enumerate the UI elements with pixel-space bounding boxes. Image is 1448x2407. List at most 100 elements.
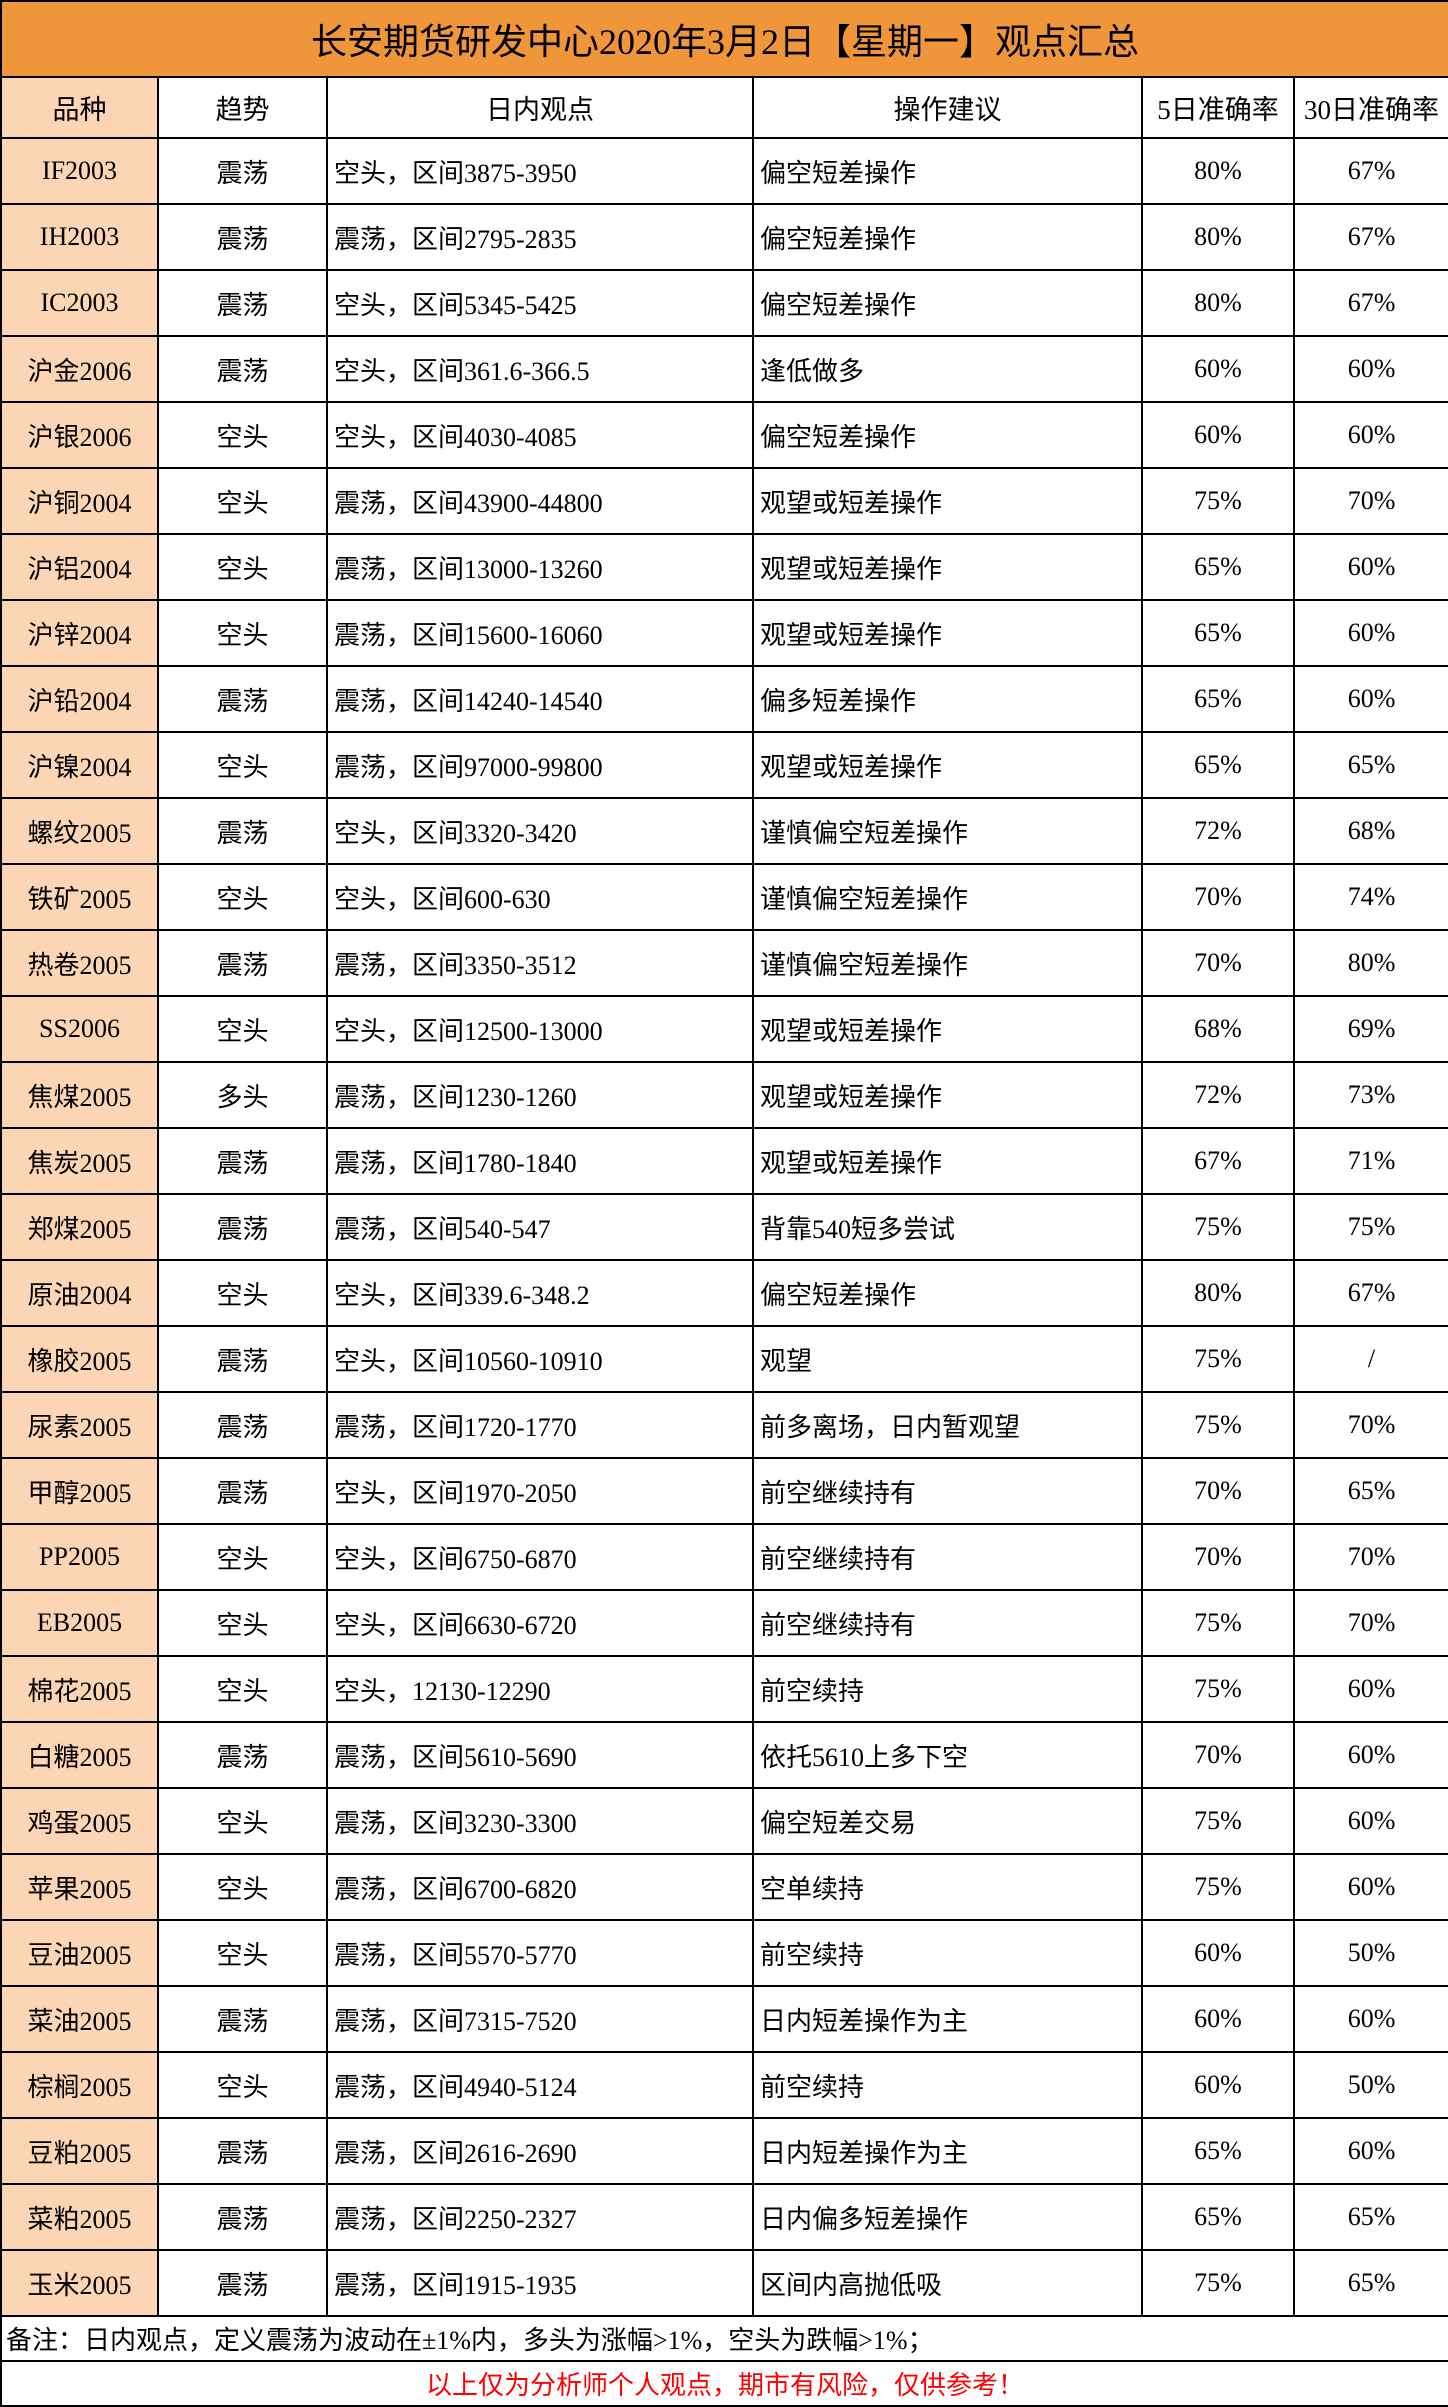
variety-cell: 苹果2005 <box>0 1853 159 1921</box>
trend-cell: 空头 <box>157 1853 328 1921</box>
accuracy-30day-cell: 65% <box>1292 1457 1448 1525</box>
table-row: 焦煤2005 多头 震荡，区间1230-1260 观望或短差操作 72% 73% <box>0 1061 1448 1129</box>
intraday-view-cell: 震荡，区间97000-99800 <box>326 731 754 799</box>
variety-cell: SS2006 <box>0 995 159 1063</box>
variety-cell: 沪银2006 <box>0 401 159 469</box>
note-text: 备注：日内观点，定义震荡为波动在±1%内，多头为涨幅>1%，空头为跌幅>1%； <box>0 2315 1448 2362</box>
suggestion-cell: 日内短差操作为主 <box>752 2117 1143 2185</box>
trend-cell: 震荡 <box>157 137 328 205</box>
intraday-view-cell: 空头，区间12500-13000 <box>326 995 754 1063</box>
accuracy-30day-cell: 73% <box>1292 1061 1448 1129</box>
suggestion-cell: 空单续持 <box>752 1853 1143 1921</box>
intraday-view-cell: 空头，区间3875-3950 <box>326 137 754 205</box>
trend-cell: 空头 <box>157 1655 328 1723</box>
accuracy-5day-cell: 65% <box>1141 2117 1295 2185</box>
table-row: 沪银2006 空头 空头，区间4030-4085 偏空短差操作 60% 60% <box>0 401 1448 469</box>
variety-cell: 甲醇2005 <box>0 1457 159 1525</box>
suggestion-cell: 前空续持 <box>752 1919 1143 1987</box>
intraday-view-cell: 空头，区间339.6-348.2 <box>326 1259 754 1327</box>
variety-cell: 豆油2005 <box>0 1919 159 1987</box>
variety-cell: 焦煤2005 <box>0 1061 159 1129</box>
variety-cell: 郑煤2005 <box>0 1193 159 1261</box>
trend-cell: 空头 <box>157 1523 328 1591</box>
intraday-view-cell: 震荡，区间14240-14540 <box>326 665 754 733</box>
variety-cell: 沪铝2004 <box>0 533 159 601</box>
accuracy-5day-cell: 72% <box>1141 1061 1295 1129</box>
accuracy-30day-cell: 60% <box>1292 1655 1448 1723</box>
table-row: 鸡蛋2005 空头 震荡，区间3230-3300 偏空短差交易 75% 60% <box>0 1787 1448 1855</box>
intraday-view-cell: 空头，区间5345-5425 <box>326 269 754 337</box>
accuracy-30day-cell: 67% <box>1292 269 1448 337</box>
table-row: 沪镍2004 空头 震荡，区间97000-99800 观望或短差操作 65% 65% <box>0 731 1448 799</box>
trend-cell: 空头 <box>157 1787 328 1855</box>
accuracy-5day-cell: 80% <box>1141 1259 1295 1327</box>
suggestion-cell: 偏空短差操作 <box>752 401 1143 469</box>
suggestion-cell: 日内偏多短差操作 <box>752 2183 1143 2251</box>
accuracy-5day-cell: 75% <box>1141 2249 1295 2317</box>
accuracy-30day-cell: 60% <box>1292 599 1448 667</box>
accuracy-5day-cell: 60% <box>1141 1985 1295 2053</box>
accuracy-30day-cell: 70% <box>1292 467 1448 535</box>
trend-cell: 震荡 <box>157 2249 328 2317</box>
header-suggestion: 操作建议 <box>752 76 1143 139</box>
table-row: 沪铜2004 空头 震荡，区间43900-44800 观望或短差操作 75% 70% <box>0 467 1448 535</box>
suggestion-cell: 日内短差操作为主 <box>752 1985 1143 2053</box>
table-row: 菜油2005 震荡 震荡，区间7315-7520 日内短差操作为主 60% 60% <box>0 1985 1448 2053</box>
trend-cell: 空头 <box>157 995 328 1063</box>
table-row: 焦炭2005 震荡 震荡，区间1780-1840 观望或短差操作 67% 71% <box>0 1127 1448 1195</box>
disclaimer-row: 以上仅为分析师个人观点，期市有风险，仅供参考！ <box>0 2360 1448 2407</box>
intraday-view-cell: 震荡，区间3230-3300 <box>326 1787 754 1855</box>
intraday-view-cell: 震荡，区间13000-13260 <box>326 533 754 601</box>
accuracy-5day-cell: 60% <box>1141 2051 1295 2119</box>
suggestion-cell: 偏空短差操作 <box>752 203 1143 271</box>
accuracy-5day-cell: 70% <box>1141 1457 1295 1525</box>
intraday-view-cell: 震荡，区间1915-1935 <box>326 2249 754 2317</box>
accuracy-30day-cell: 60% <box>1292 1787 1448 1855</box>
suggestion-cell: 偏空短差操作 <box>752 137 1143 205</box>
trend-cell: 空头 <box>157 467 328 535</box>
table-row: PP2005 空头 空头，区间6750-6870 前空继续持有 70% 70% <box>0 1523 1448 1591</box>
variety-cell: EB2005 <box>0 1589 159 1657</box>
table-row: 沪金2006 震荡 空头，区间361.6-366.5 逢低做多 60% 60% <box>0 335 1448 403</box>
suggestion-cell: 观望或短差操作 <box>752 599 1143 667</box>
trend-cell: 震荡 <box>157 1127 328 1195</box>
trend-cell: 空头 <box>157 401 328 469</box>
accuracy-5day-cell: 80% <box>1141 203 1295 271</box>
table-row: 豆粕2005 震荡 震荡，区间2616-2690 日内短差操作为主 65% 60% <box>0 2117 1448 2185</box>
trend-cell: 震荡 <box>157 335 328 403</box>
trend-cell: 震荡 <box>157 929 328 997</box>
table-row: 热卷2005 震荡 震荡，区间3350-3512 谨慎偏空短差操作 70% 80% <box>0 929 1448 997</box>
header-variety: 品种 <box>0 76 159 139</box>
accuracy-5day-cell: 65% <box>1141 599 1295 667</box>
variety-cell: IC2003 <box>0 269 159 337</box>
variety-cell: 螺纹2005 <box>0 797 159 865</box>
variety-cell: 鸡蛋2005 <box>0 1787 159 1855</box>
variety-cell: 橡胶2005 <box>0 1325 159 1393</box>
accuracy-30day-cell: 65% <box>1292 731 1448 799</box>
variety-cell: 热卷2005 <box>0 929 159 997</box>
suggestion-cell: 谨慎偏空短差操作 <box>752 929 1143 997</box>
trend-cell: 空头 <box>157 1259 328 1327</box>
trend-cell: 震荡 <box>157 665 328 733</box>
table-row: IF2003 震荡 空头，区间3875-3950 偏空短差操作 80% 67% <box>0 137 1448 205</box>
accuracy-5day-cell: 60% <box>1141 1919 1295 1987</box>
suggestion-cell: 前空继续持有 <box>752 1589 1143 1657</box>
intraday-view-cell: 震荡，区间1230-1260 <box>326 1061 754 1129</box>
trend-cell: 空头 <box>157 1919 328 1987</box>
table-row: 苹果2005 空头 震荡，区间6700-6820 空单续持 75% 60% <box>0 1853 1448 1921</box>
table-row: 郑煤2005 震荡 震荡，区间540-547 背靠540短多尝试 75% 75% <box>0 1193 1448 1261</box>
accuracy-30day-cell: 50% <box>1292 1919 1448 1987</box>
variety-cell: 原油2004 <box>0 1259 159 1327</box>
variety-cell: 玉米2005 <box>0 2249 159 2317</box>
suggestion-cell: 前空继续持有 <box>752 1457 1143 1525</box>
variety-cell: 沪金2006 <box>0 335 159 403</box>
intraday-view-cell: 震荡，区间4940-5124 <box>326 2051 754 2119</box>
accuracy-30day-cell: 50% <box>1292 2051 1448 2119</box>
accuracy-30day-cell: 60% <box>1292 665 1448 733</box>
intraday-view-cell: 震荡，区间1780-1840 <box>326 1127 754 1195</box>
trend-cell: 震荡 <box>157 2183 328 2251</box>
table-row: 原油2004 空头 空头，区间339.6-348.2 偏空短差操作 80% 67% <box>0 1259 1448 1327</box>
suggestion-cell: 依托5610上多下空 <box>752 1721 1143 1789</box>
accuracy-5day-cell: 80% <box>1141 269 1295 337</box>
